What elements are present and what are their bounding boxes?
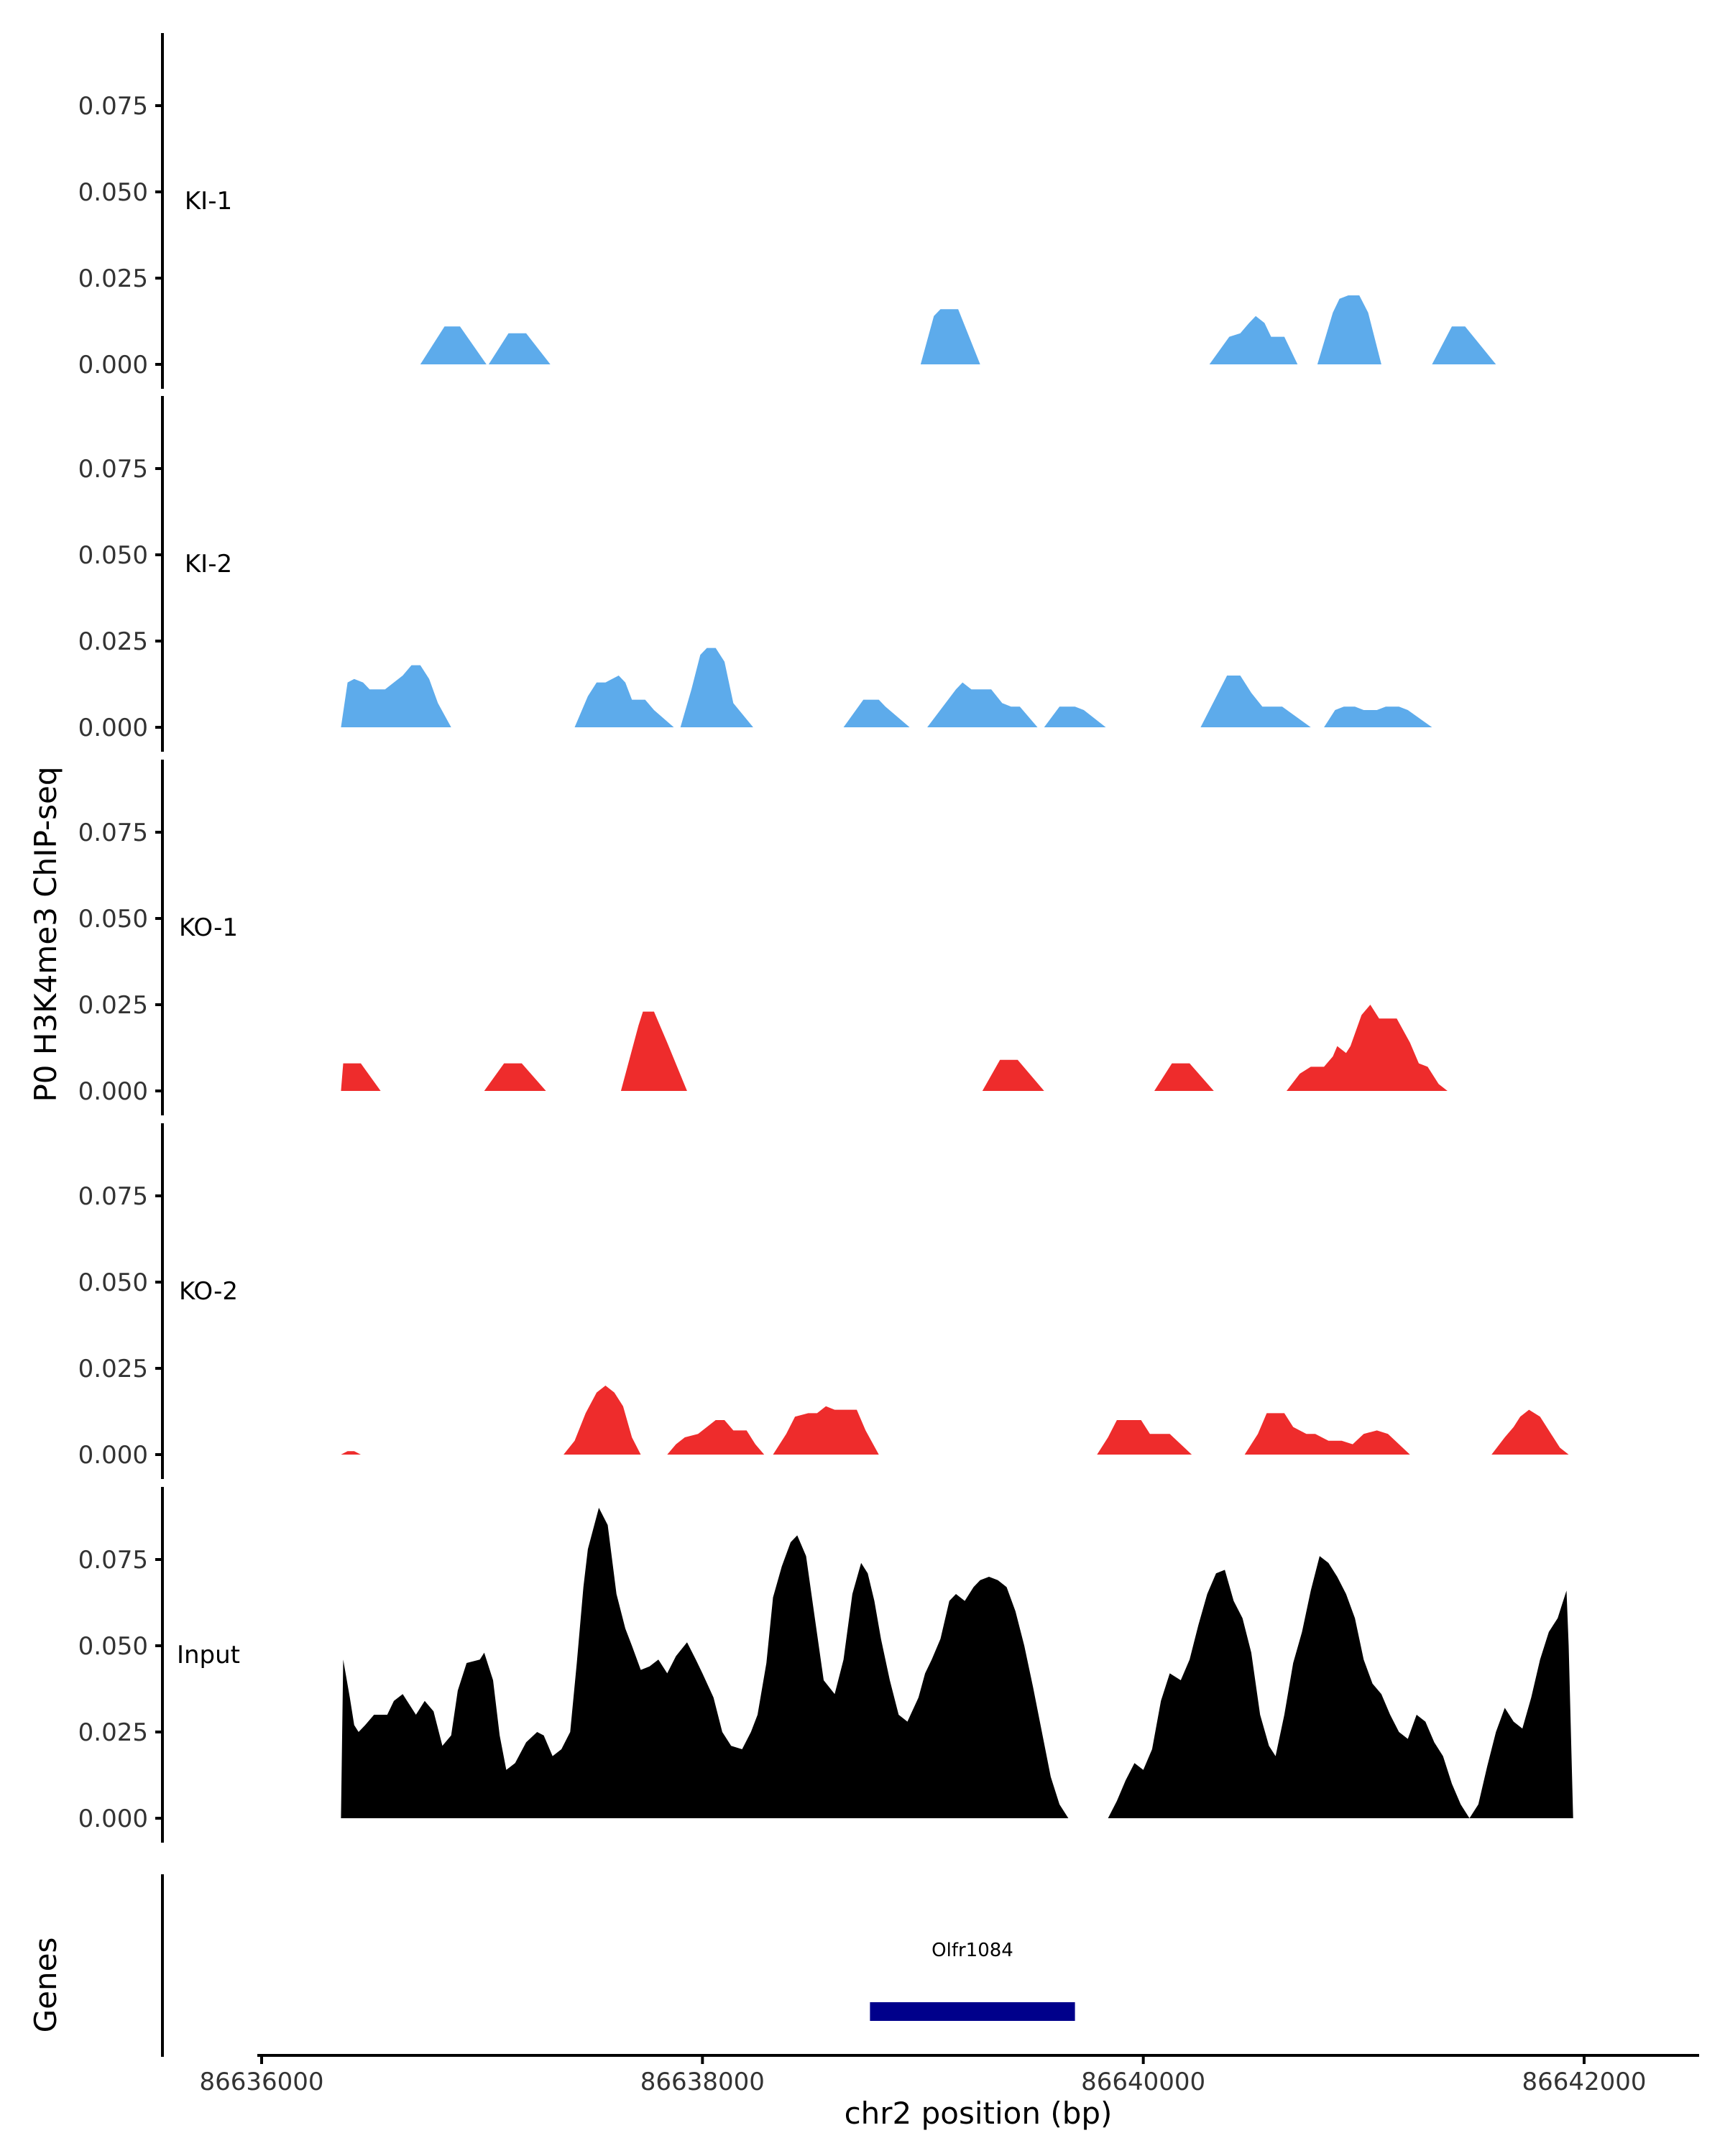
- signal-area: [843, 699, 910, 727]
- x-tick-label: 86640000: [1081, 2068, 1205, 2096]
- y-tick-label: 0.025: [78, 264, 148, 293]
- y-tick-label: 0.075: [78, 1546, 148, 1575]
- signal-area: [1244, 1413, 1410, 1455]
- signal-area: [1432, 326, 1496, 364]
- y-tick-label: 0.075: [78, 819, 148, 847]
- signal-area: [667, 1420, 765, 1455]
- y-tick-label: 0.025: [78, 1355, 148, 1383]
- signal-area: [1200, 676, 1311, 727]
- signal-area: [1154, 1063, 1214, 1091]
- signal-area: [1044, 706, 1106, 727]
- track-label: Input: [177, 1641, 240, 1669]
- signal-area: [920, 309, 980, 364]
- x-tick-label: 86638000: [640, 2068, 765, 2096]
- signal-area: [1209, 315, 1298, 364]
- track-label: KI-1: [185, 187, 232, 216]
- y-tick-label: 0.025: [78, 1718, 148, 1747]
- y-tick-label: 0.050: [78, 905, 148, 934]
- signal-area: [927, 682, 1038, 727]
- signal-area: [484, 1063, 546, 1091]
- x-ticks: 86636000 86638000 86640000 86642000: [199, 2055, 1647, 2096]
- track-panel-ko-1: 0.000 0.025 0.050 0.075 KO-1: [78, 760, 1448, 1115]
- y-tick-label: 0.050: [78, 178, 148, 207]
- y-tick-label: 0.050: [78, 1268, 148, 1297]
- y-tick-label: 0.000: [78, 714, 148, 742]
- signal-area: [1491, 1409, 1569, 1455]
- genes-panel: Genes Olfr1084: [28, 1874, 1075, 2057]
- y-tick-label: 0.000: [78, 1805, 148, 1833]
- y-tick-label: 0.075: [78, 92, 148, 121]
- y-tick-label: 0.075: [78, 455, 148, 484]
- x-axis: 86636000 86638000 86640000 86642000 chr2 po…: [199, 2054, 1699, 2131]
- track-panel-ki-1: 0.000 0.025 0.050 0.075 KI-1: [78, 33, 1496, 389]
- y-tick-label: 0.075: [78, 1182, 148, 1211]
- x-tick-label: 86642000: [1522, 2068, 1646, 2096]
- gene-bar: [870, 2002, 1075, 2021]
- y-tick-label: 0.050: [78, 1632, 148, 1661]
- signal-area: [1324, 706, 1432, 727]
- signal-area: [574, 676, 674, 727]
- track-panel-ko-2: 0.000 0.025 0.050 0.075 KO-2: [78, 1123, 1569, 1479]
- track-label: KO-1: [179, 913, 238, 942]
- signal-area: [1317, 295, 1381, 364]
- signal-area: [420, 326, 487, 364]
- signal-area: [680, 648, 753, 727]
- signal-area: [341, 665, 451, 727]
- y-tick-label: 0.025: [78, 627, 148, 656]
- track-label: KI-2: [185, 550, 232, 579]
- signal-area: [341, 1451, 361, 1455]
- signal-area: [1287, 1005, 1448, 1091]
- signal-area: [341, 1063, 381, 1091]
- track-label: KO-2: [179, 1277, 238, 1306]
- track-panels: 0.0000.0250.0500.075KI-10.0000.0250.0500…: [78, 33, 1573, 1843]
- gene-label: Olfr1084: [932, 1940, 1013, 1961]
- track-panel-input: 0.000 0.025 0.050 0.075 Input: [78, 1487, 1573, 1843]
- x-axis-title: chr2 position (bp): [845, 2096, 1113, 2131]
- y-tick-label: 0.000: [78, 351, 148, 379]
- x-tick-label: 86636000: [199, 2068, 323, 2096]
- gene-items: Olfr1084: [870, 1940, 1075, 2021]
- signal-area: [564, 1386, 641, 1455]
- track-panel-ki-2: 0.000 0.025 0.050 0.075 KI-2: [78, 396, 1432, 752]
- signal-area: [773, 1406, 879, 1455]
- signal-area: [488, 333, 551, 364]
- y-tick-label: 0.000: [78, 1441, 148, 1470]
- signal-area: [341, 1508, 1573, 1818]
- y-tick-label: 0.000: [78, 1077, 148, 1106]
- signal-area: [620, 1011, 687, 1091]
- signal-area: [1097, 1420, 1192, 1455]
- genes-track-label: Genes: [28, 1938, 63, 2033]
- y-tick-label: 0.050: [78, 541, 148, 570]
- y-tick-label: 0.025: [78, 991, 148, 1020]
- y-axis-title: P0 H3K4me3 ChIP-seq: [28, 766, 63, 1102]
- signal-area: [982, 1059, 1044, 1091]
